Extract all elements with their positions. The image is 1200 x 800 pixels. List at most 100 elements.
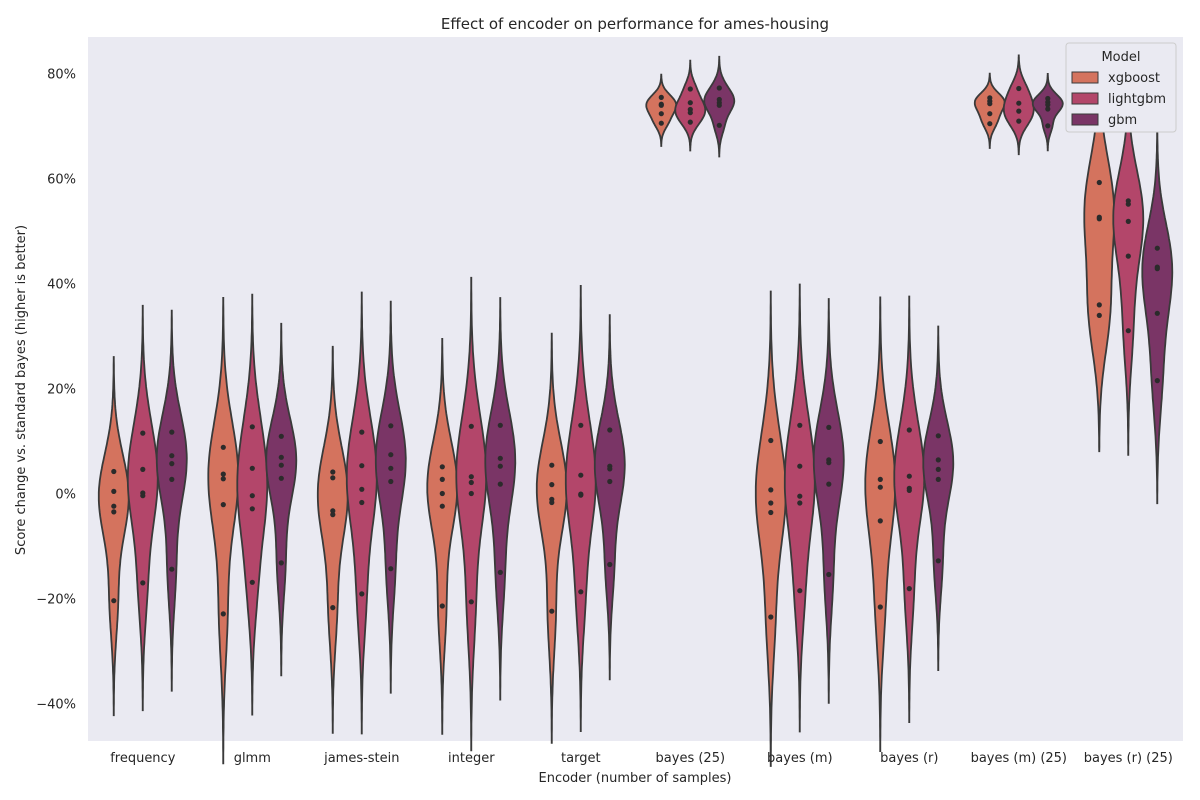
point-lightgbm-1-2 xyxy=(249,493,255,499)
legend-swatch-lightgbm xyxy=(1071,92,1099,105)
legend-swatch-xgboost xyxy=(1071,71,1099,84)
point-lightgbm-7-3 xyxy=(906,487,912,493)
point-gbm-2-1 xyxy=(388,452,394,458)
x-tick-label: glmm xyxy=(234,751,271,766)
violin-lightgbm-6 xyxy=(783,283,816,733)
point-lightgbm-9-3 xyxy=(1125,253,1131,259)
point-gbm-7-2 xyxy=(935,466,941,472)
point-lightgbm-9-1 xyxy=(1125,201,1131,207)
violin-xgboost-1 xyxy=(207,297,240,765)
point-xgboost-1-0 xyxy=(220,444,226,450)
point-lightgbm-3-4 xyxy=(468,599,474,605)
point-gbm-1-0 xyxy=(278,433,284,439)
violin-xgboost-0 xyxy=(97,356,130,717)
violin-xgboost-8 xyxy=(973,72,1006,149)
point-gbm-0-4 xyxy=(169,566,175,572)
x-tick-label: target xyxy=(561,751,601,766)
point-lightgbm-9-4 xyxy=(1125,328,1131,334)
legend-label-lightgbm: lightgbm xyxy=(1108,92,1166,107)
point-gbm-9-2 xyxy=(1154,266,1160,272)
points-layer xyxy=(111,85,1160,620)
violin-xgboost-6 xyxy=(754,290,787,767)
point-gbm-8-3 xyxy=(1045,106,1051,112)
point-xgboost-8-2 xyxy=(987,101,993,107)
point-gbm-8-2 xyxy=(1045,102,1051,108)
point-lightgbm-4-3 xyxy=(578,492,584,498)
legend-box xyxy=(1065,42,1177,133)
x-tick-label: bayes (r) xyxy=(880,751,938,766)
violin-gbm-3 xyxy=(484,297,517,701)
point-gbm-6-2 xyxy=(826,460,832,466)
point-xgboost-4-4 xyxy=(549,608,555,614)
point-xgboost-0-2 xyxy=(111,503,117,509)
point-gbm-7-0 xyxy=(935,433,941,439)
point-xgboost-7-0 xyxy=(877,438,883,445)
violins-layer xyxy=(97,45,1174,767)
point-lightgbm-9-2 xyxy=(1125,218,1131,224)
violin-gbm-8 xyxy=(1031,73,1064,152)
violin-lightgbm-3 xyxy=(455,276,488,752)
point-xgboost-0-3 xyxy=(111,509,117,515)
point-xgboost-2-3 xyxy=(330,511,336,518)
point-xgboost-3-2 xyxy=(439,490,445,497)
y-tick-label: 20% xyxy=(47,383,76,398)
point-xgboost-5-2 xyxy=(658,102,664,108)
point-lightgbm-3-0 xyxy=(468,423,474,429)
violin-gbm-0 xyxy=(155,309,188,692)
y-tick-label: 60% xyxy=(47,172,76,187)
violin-gbm-2 xyxy=(374,300,407,694)
point-gbm-0-1 xyxy=(169,453,175,459)
point-xgboost-5-3 xyxy=(658,111,664,117)
legend-label-xgboost: xgboost xyxy=(1108,71,1160,86)
point-gbm-8-4 xyxy=(1045,123,1051,129)
x-axis-ticks: frequency glmm james-stein integer target bay… xyxy=(110,751,1173,766)
x-tick-label: frequency xyxy=(110,751,176,766)
point-lightgbm-4-4 xyxy=(578,589,584,595)
point-lightgbm-0-0 xyxy=(140,430,146,436)
point-xgboost-5-0 xyxy=(658,94,664,100)
point-gbm-5-0 xyxy=(716,85,722,91)
point-gbm-4-2 xyxy=(607,466,613,472)
point-xgboost-1-1 xyxy=(220,471,226,477)
violin-xgboost-2 xyxy=(316,345,349,734)
point-lightgbm-0-3 xyxy=(140,493,146,499)
point-xgboost-9-4 xyxy=(1096,312,1102,318)
violin-lightgbm-4 xyxy=(564,285,597,732)
y-tick-label: 0% xyxy=(55,488,76,503)
point-gbm-7-1 xyxy=(935,457,941,463)
point-gbm-3-4 xyxy=(497,569,503,576)
point-xgboost-6-1 xyxy=(768,487,774,493)
point-gbm-1-2 xyxy=(278,462,284,468)
point-lightgbm-3-2 xyxy=(468,479,474,486)
point-gbm-4-4 xyxy=(607,561,613,568)
y-tick-label: 80% xyxy=(47,67,76,82)
point-xgboost-4-1 xyxy=(549,482,555,488)
legend-label-gbm: gbm xyxy=(1108,113,1137,128)
plot-background xyxy=(88,37,1183,741)
point-gbm-6-0 xyxy=(826,424,832,430)
point-lightgbm-1-0 xyxy=(249,424,255,430)
violin-lightgbm-5 xyxy=(674,59,707,152)
point-lightgbm-5-4 xyxy=(687,119,693,125)
point-gbm-1-3 xyxy=(278,475,284,481)
point-lightgbm-7-4 xyxy=(906,586,912,592)
point-gbm-9-4 xyxy=(1154,378,1160,384)
point-lightgbm-2-4 xyxy=(359,591,365,597)
point-lightgbm-8-3 xyxy=(1016,118,1022,124)
point-lightgbm-6-4 xyxy=(797,588,803,594)
legend-title: Model xyxy=(1101,50,1140,65)
violin-lightgbm-2 xyxy=(345,291,378,735)
point-lightgbm-2-3 xyxy=(359,499,365,506)
point-xgboost-6-2 xyxy=(768,500,774,506)
point-lightgbm-8-2 xyxy=(1016,108,1022,114)
violin-xgboost-7 xyxy=(864,296,897,752)
point-gbm-0-0 xyxy=(169,429,175,435)
point-gbm-2-2 xyxy=(388,465,394,471)
point-lightgbm-0-4 xyxy=(140,580,146,586)
point-xgboost-5-4 xyxy=(658,120,664,126)
x-tick-label: james-stein xyxy=(323,751,399,766)
point-lightgbm-1-4 xyxy=(249,579,255,585)
point-gbm-4-0 xyxy=(607,427,613,433)
point-xgboost-1-4 xyxy=(220,611,226,617)
point-gbm-2-0 xyxy=(388,423,394,429)
